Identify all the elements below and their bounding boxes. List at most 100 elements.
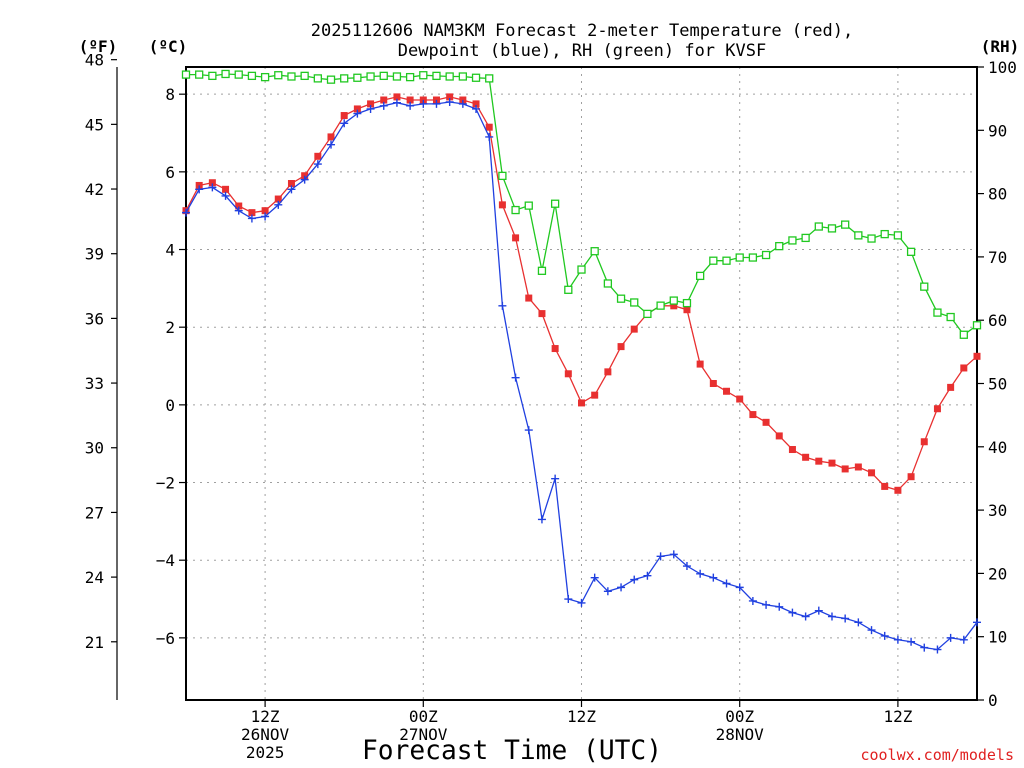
data-point bbox=[775, 432, 783, 440]
data-point bbox=[815, 457, 823, 465]
data-point bbox=[827, 224, 837, 233]
celsius-unit-label: (ºC) bbox=[149, 37, 188, 56]
data-point bbox=[314, 152, 322, 160]
data-point bbox=[669, 550, 678, 559]
fahrenheit-tick-label: 48 bbox=[85, 51, 104, 70]
data-point bbox=[590, 573, 599, 582]
data-point bbox=[709, 256, 718, 265]
data-point bbox=[683, 306, 691, 314]
rh-tick-label: 30 bbox=[988, 501, 1007, 520]
data-point bbox=[854, 463, 862, 471]
rh-tick-label: 10 bbox=[988, 628, 1007, 647]
fahrenheit-unit-label: (ºF) bbox=[79, 37, 118, 56]
rh-tick-label: 90 bbox=[988, 121, 1007, 140]
data-point bbox=[920, 438, 928, 446]
series-2-meter-temperature bbox=[182, 93, 981, 494]
data-point bbox=[880, 631, 889, 640]
data-point bbox=[893, 635, 902, 644]
fahrenheit-tick-label: 24 bbox=[85, 568, 104, 587]
data-point bbox=[446, 93, 454, 101]
data-point bbox=[841, 614, 850, 623]
data-point bbox=[419, 71, 428, 80]
data-point bbox=[709, 573, 718, 582]
data-point bbox=[906, 247, 916, 256]
fahrenheit-axis: 48 45 42 39 36 33 30 27 24 21 bbox=[85, 51, 117, 652]
data-point bbox=[366, 72, 375, 81]
data-point bbox=[432, 99, 441, 108]
data-point bbox=[867, 626, 876, 635]
rh-tick-label: 50 bbox=[988, 375, 1007, 394]
data-point bbox=[762, 418, 770, 426]
data-point bbox=[682, 562, 691, 571]
data-point bbox=[696, 569, 705, 578]
data-point bbox=[933, 645, 942, 654]
data-point bbox=[590, 247, 599, 256]
fahrenheit-tick-label: 39 bbox=[85, 245, 104, 264]
data-point bbox=[498, 201, 506, 209]
time-tick-label: 26NOV bbox=[241, 725, 290, 744]
time-tick-label: 2025 bbox=[246, 743, 285, 762]
data-point bbox=[472, 100, 480, 108]
data-point bbox=[591, 391, 599, 399]
data-point bbox=[881, 482, 889, 490]
data-point bbox=[630, 575, 639, 584]
data-point bbox=[894, 486, 902, 494]
rh-unit-label: (RH) bbox=[981, 37, 1020, 56]
celsius-tick-label: 2 bbox=[165, 318, 175, 337]
data-point bbox=[300, 175, 309, 184]
data-point bbox=[933, 308, 942, 317]
data-point bbox=[327, 140, 336, 149]
data-point bbox=[854, 618, 863, 627]
time-tick-label: 12Z bbox=[251, 707, 280, 726]
data-point bbox=[788, 446, 796, 454]
data-point bbox=[761, 250, 771, 260]
data-point bbox=[208, 71, 217, 81]
data-point bbox=[893, 231, 903, 240]
data-point bbox=[458, 72, 468, 81]
data-point bbox=[537, 266, 547, 275]
celsius-tick-label: 6 bbox=[165, 163, 175, 182]
data-point bbox=[327, 133, 335, 141]
rh-tick-label: 0 bbox=[988, 691, 998, 710]
data-point bbox=[735, 583, 744, 592]
data-point bbox=[868, 469, 876, 477]
celsius-tick-label: 4 bbox=[165, 241, 175, 260]
data-point bbox=[380, 96, 388, 104]
data-point bbox=[603, 279, 613, 288]
data-point bbox=[538, 310, 546, 318]
data-point bbox=[525, 294, 533, 302]
fahrenheit-tick-label: 27 bbox=[85, 503, 104, 522]
data-point bbox=[181, 70, 191, 79]
data-point bbox=[537, 515, 546, 524]
data-point bbox=[274, 200, 283, 209]
chart-title-line1: 2025112606 NAM3KM Forecast 2-meter Tempe… bbox=[311, 21, 853, 41]
celsius-axis: 8 6 4 2 0 −2 −4 −6 bbox=[156, 85, 186, 648]
data-point bbox=[445, 97, 454, 106]
celsius-tick-label: −6 bbox=[156, 629, 175, 648]
data-point bbox=[709, 380, 717, 387]
data-point bbox=[867, 234, 876, 243]
data-point bbox=[643, 571, 652, 580]
data-point bbox=[392, 72, 402, 81]
data-point bbox=[182, 208, 190, 217]
data-point bbox=[353, 73, 362, 82]
data-point bbox=[788, 608, 797, 617]
data-point bbox=[208, 179, 216, 187]
data-point bbox=[222, 185, 230, 193]
data-point bbox=[367, 100, 375, 108]
time-tick-label: 28NOV bbox=[716, 725, 765, 744]
rh-tick-label: 20 bbox=[988, 564, 1007, 583]
data-point bbox=[353, 109, 362, 118]
data-point bbox=[550, 199, 560, 208]
data-point bbox=[392, 98, 401, 107]
data-point bbox=[511, 205, 520, 215]
data-point bbox=[735, 253, 744, 262]
data-point bbox=[630, 325, 638, 333]
data-point bbox=[208, 183, 217, 192]
data-point bbox=[313, 74, 322, 83]
data-point bbox=[802, 453, 810, 461]
data-point bbox=[485, 123, 493, 131]
data-point bbox=[880, 229, 889, 239]
